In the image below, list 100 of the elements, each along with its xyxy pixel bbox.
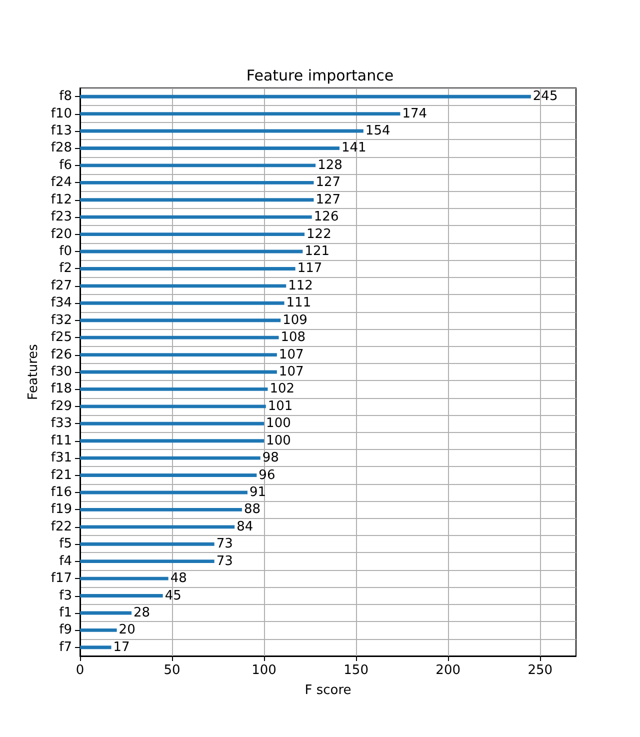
data-label: 107 [278,364,304,380]
data-label: 111 [286,296,312,311]
data-label: 127 [316,175,341,190]
y-tick-label: f2 [59,261,72,276]
chart-title: Feature importance [246,66,394,84]
y-tick-label: f20 [50,226,72,242]
y-tick-label: f18 [50,382,72,397]
data-label: 122 [306,226,332,242]
data-label: 17 [113,640,130,655]
y-tick-label: f0 [59,244,72,260]
data-label: 112 [288,278,313,294]
x-tick-label: 250 [528,663,553,678]
bar [80,198,314,202]
data-label: 127 [316,192,341,208]
bar [80,267,296,270]
bar [80,112,400,116]
y-tick-label: f22 [50,519,72,534]
y-tick-label: f4 [59,554,72,569]
data-label: 154 [365,124,390,139]
y-tick-label: f23 [50,210,72,225]
data-label: 109 [282,312,308,328]
y-tick-label: f6 [59,158,72,173]
x-axis-title: F score [304,683,352,698]
data-label: 73 [216,554,233,569]
bar [80,318,281,322]
data-label: 100 [266,433,291,448]
data-label: 96 [258,468,276,483]
data-label: 101 [268,398,293,414]
bar [80,215,312,219]
y-tick-label: f12 [50,192,72,208]
y-tick-label: f11 [50,433,72,448]
y-axis-title: Features [26,344,41,400]
bar [80,439,264,443]
x-tick-label: 150 [344,663,368,678]
x-tick-label: 0 [76,663,84,678]
bar [80,404,266,408]
data-label: 121 [304,244,330,260]
bar [80,284,286,288]
bar [80,232,305,236]
data-label: 28 [134,605,150,620]
data-label: 107 [278,347,304,362]
data-label: 126 [314,210,339,225]
data-label: 91 [249,484,266,500]
data-label: 73 [216,536,233,552]
x-tick-label: 200 [436,663,461,678]
data-label: 100 [266,416,291,432]
data-label: 128 [318,158,342,173]
y-tick-label: f24 [50,175,72,190]
x-tick-label: 100 [252,663,276,678]
y-tick-label: f9 [59,622,72,638]
y-tick-label: f27 [50,278,72,294]
bar [80,301,284,305]
data-label: 108 [280,330,306,346]
bar [80,594,163,598]
y-tick-label: f29 [50,398,72,414]
data-label: 88 [244,502,261,518]
y-tick-label: f1 [59,605,72,620]
data-label: 174 [402,106,428,122]
bar [80,628,117,632]
y-tick-label: f30 [50,364,72,380]
data-label: 84 [236,519,254,534]
bar [80,336,279,340]
y-tick-label: f3 [59,588,72,604]
bar [80,576,168,580]
bar [80,387,268,391]
x-tick-label: 50 [164,663,180,678]
y-tick-label: f19 [50,502,72,518]
y-tick-label: f10 [50,106,72,122]
y-tick-label: f26 [50,347,72,362]
bar [80,146,340,150]
bar [80,508,242,512]
y-tick-label: f21 [50,468,72,483]
data-label: 20 [118,622,136,638]
y-tick-label: f25 [50,330,72,346]
y-tick-label: f32 [50,312,72,328]
data-label: 141 [342,140,366,156]
bar [80,164,316,168]
bar [80,180,314,184]
bar [80,560,214,564]
bar [80,129,364,133]
data-label: 45 [164,588,182,604]
y-tick-label: f5 [59,536,72,552]
data-label: 117 [297,261,322,276]
y-tick-label: f34 [50,296,72,311]
y-tick-label: f13 [50,124,72,139]
y-tick-label: f31 [50,450,72,466]
y-tick-label: f17 [50,571,72,586]
bar [80,646,112,650]
y-tick-label: f28 [50,140,72,156]
y-tick-label: f7 [59,640,72,655]
y-tick-label: f33 [50,416,72,432]
bar [80,353,277,357]
bar [80,525,235,529]
y-tick-label: f8 [59,89,72,104]
bar [80,422,264,426]
bar [80,474,257,477]
bar [80,456,260,460]
data-label: 48 [170,571,187,586]
bar [80,611,132,615]
data-label: 98 [262,450,279,466]
